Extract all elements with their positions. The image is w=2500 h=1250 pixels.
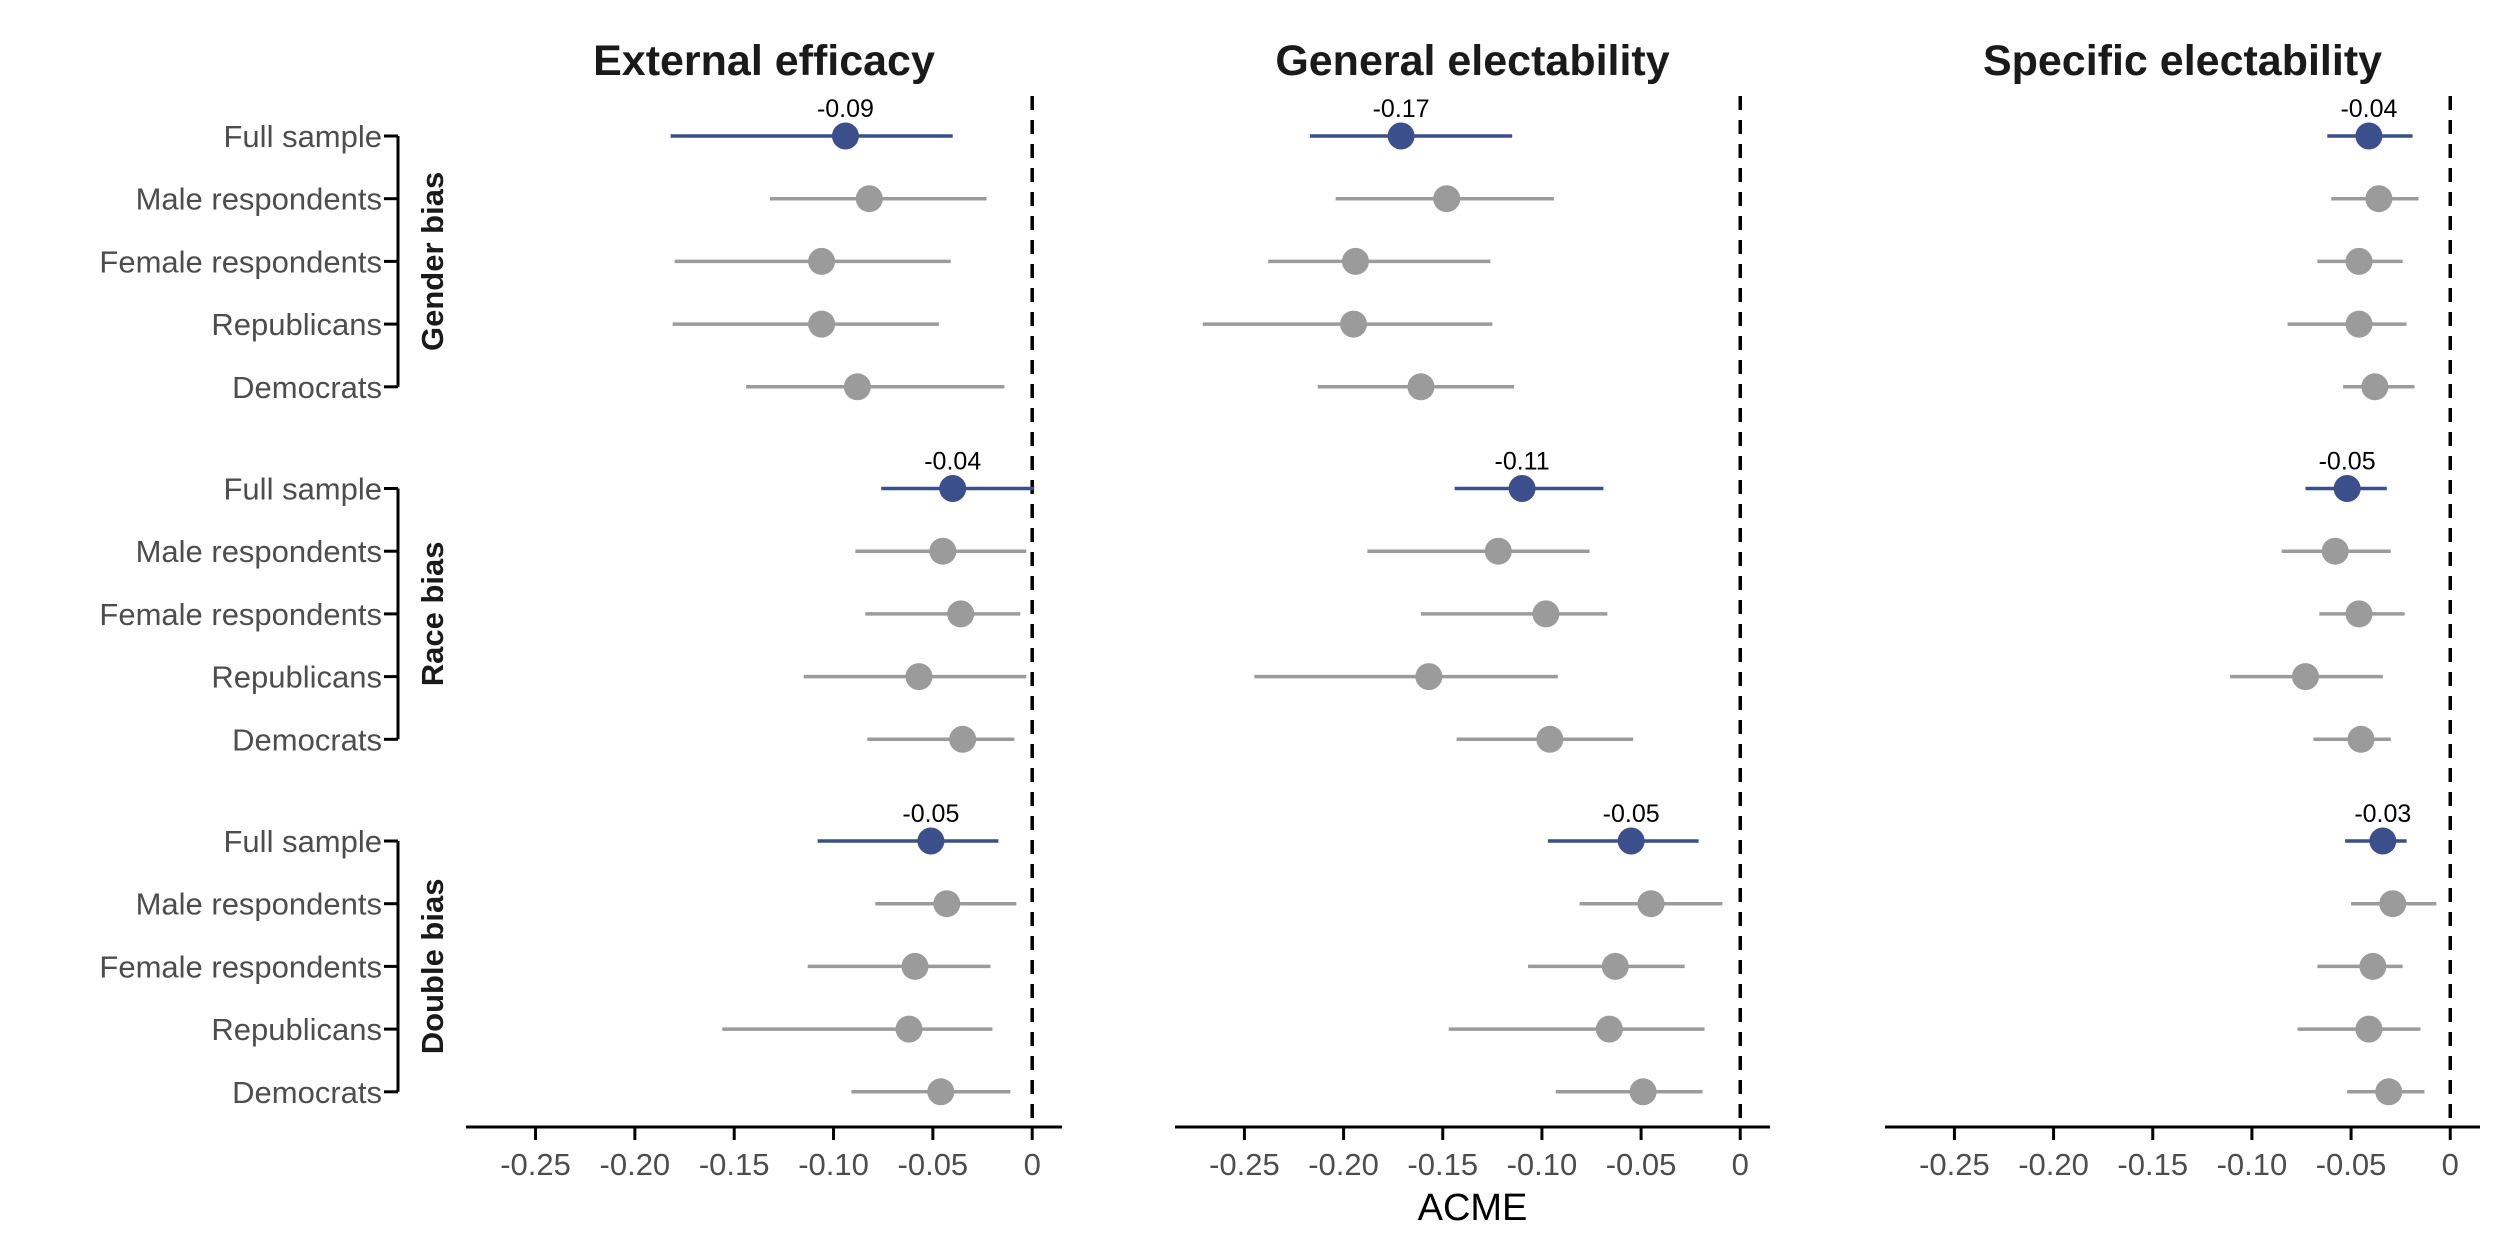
estimate-value-label: -0.03 xyxy=(2354,800,2411,828)
estimate-point xyxy=(843,373,871,401)
estimate-point xyxy=(831,122,859,150)
estimate-point xyxy=(1484,537,1512,565)
estimate-point xyxy=(1629,1078,1657,1106)
x-tick-label: -0.05 xyxy=(898,1147,969,1182)
row-label-race-bias-female-respondents: Female respondents xyxy=(99,597,382,632)
estimate-point xyxy=(1340,310,1367,338)
estimate-point xyxy=(2379,890,2407,918)
estimate-point xyxy=(1536,725,1564,753)
row-label-gender-bias-democrats: Democrats xyxy=(232,370,382,405)
estimate-value-label: -0.04 xyxy=(2340,95,2397,123)
estimate-point xyxy=(2345,310,2373,338)
group-label-double-bias: Double bias xyxy=(415,879,450,1055)
estimate-value-label: -0.05 xyxy=(902,800,959,828)
panel-title-general-electability: General electability xyxy=(1275,37,1669,85)
estimate-point xyxy=(1637,890,1665,918)
estimate-value-label: -0.05 xyxy=(2319,448,2376,476)
estimate-point xyxy=(917,827,945,855)
estimate-value-label: -0.04 xyxy=(924,448,981,476)
x-tick-label: -0.20 xyxy=(1308,1147,1379,1182)
row-label-race-bias-republicans: Republicans xyxy=(211,660,382,695)
row-label-gender-bias-republicans: Republicans xyxy=(211,307,382,342)
estimate-point xyxy=(939,475,967,502)
estimate-point xyxy=(949,725,977,753)
row-label-gender-bias-female-respondents: Female respondents xyxy=(99,244,382,279)
estimate-point xyxy=(2355,1015,2383,1043)
estimate-point xyxy=(1387,122,1415,150)
x-tick-label: -0.05 xyxy=(2316,1147,2387,1182)
estimate-point xyxy=(2365,185,2393,213)
row-label-double-bias-female-respondents: Female respondents xyxy=(99,949,382,984)
x-tick-label: 0 xyxy=(1024,1147,1041,1182)
row-label-race-bias-male-respondents: Male respondents xyxy=(136,534,382,569)
panel-title-specific-electability: Specific electability xyxy=(1983,37,2382,85)
estimate-point xyxy=(2361,373,2389,401)
x-tick-label: 0 xyxy=(1732,1147,1749,1182)
x-tick-label: -0.20 xyxy=(600,1147,671,1182)
estimate-point xyxy=(929,537,957,565)
x-tick-label: -0.10 xyxy=(2217,1147,2288,1182)
estimate-point xyxy=(808,310,836,338)
group-label-race-bias: Race bias xyxy=(415,542,450,687)
estimate-point xyxy=(808,247,836,275)
estimate-point xyxy=(1433,185,1461,213)
estimate-value-label: -0.09 xyxy=(817,95,874,123)
x-tick-label: -0.15 xyxy=(699,1147,770,1182)
estimate-point xyxy=(2347,725,2375,753)
estimate-point xyxy=(2355,122,2383,150)
estimate-point xyxy=(947,600,975,628)
estimate-point xyxy=(1601,952,1629,980)
row-label-double-bias-male-respondents: Male respondents xyxy=(136,887,382,922)
estimate-point xyxy=(855,185,883,213)
estimate-point xyxy=(2375,1078,2403,1106)
row-label-double-bias-democrats: Democrats xyxy=(232,1075,382,1110)
estimate-point xyxy=(2345,600,2373,628)
estimate-point xyxy=(1341,247,1369,275)
row-label-race-bias-full-sample: Full sample xyxy=(224,472,383,507)
estimate-point xyxy=(1595,1015,1623,1043)
x-axis-title: ACME xyxy=(1418,1187,1528,1229)
estimate-point xyxy=(2321,537,2349,565)
estimate-point xyxy=(1508,475,1536,502)
row-label-gender-bias-male-respondents: Male respondents xyxy=(136,182,382,217)
x-tick-label: -0.25 xyxy=(1209,1147,1280,1182)
estimate-point xyxy=(927,1078,955,1106)
x-tick-label: -0.15 xyxy=(1407,1147,1478,1182)
x-tick-label: -0.05 xyxy=(1606,1147,1677,1182)
estimate-point xyxy=(895,1015,923,1043)
estimate-point xyxy=(1617,827,1645,855)
estimate-point xyxy=(1532,600,1560,628)
group-label-gender-bias: Gender bias xyxy=(415,172,450,351)
x-tick-label: -0.20 xyxy=(2018,1147,2089,1182)
estimate-point xyxy=(2369,827,2397,855)
row-label-race-bias-democrats: Democrats xyxy=(232,722,382,757)
estimate-point xyxy=(905,663,933,691)
estimate-value-label: -0.17 xyxy=(1373,95,1430,123)
x-tick-label: -0.10 xyxy=(798,1147,869,1182)
estimate-value-label: -0.05 xyxy=(1603,800,1660,828)
panel-title-external-efficacy: External efficacy xyxy=(593,37,935,85)
estimate-point xyxy=(2333,475,2361,502)
row-label-double-bias-republicans: Republicans xyxy=(211,1012,382,1047)
x-tick-label: -0.10 xyxy=(1507,1147,1578,1182)
estimate-point xyxy=(2291,663,2319,691)
estimate-point xyxy=(933,890,961,918)
estimate-point xyxy=(1415,663,1443,691)
row-label-double-bias-full-sample: Full sample xyxy=(224,824,383,859)
estimate-point xyxy=(901,952,929,980)
x-tick-label: 0 xyxy=(2442,1147,2459,1182)
x-tick-label: -0.15 xyxy=(2117,1147,2188,1182)
estimate-value-label: -0.11 xyxy=(1495,448,1550,476)
x-tick-label: -0.25 xyxy=(500,1147,571,1182)
x-tick-label: -0.25 xyxy=(1919,1147,1990,1182)
row-label-gender-bias-full-sample: Full sample xyxy=(224,119,383,154)
estimate-point xyxy=(1407,373,1435,401)
estimate-point xyxy=(2359,952,2387,980)
estimate-point xyxy=(2345,247,2373,275)
